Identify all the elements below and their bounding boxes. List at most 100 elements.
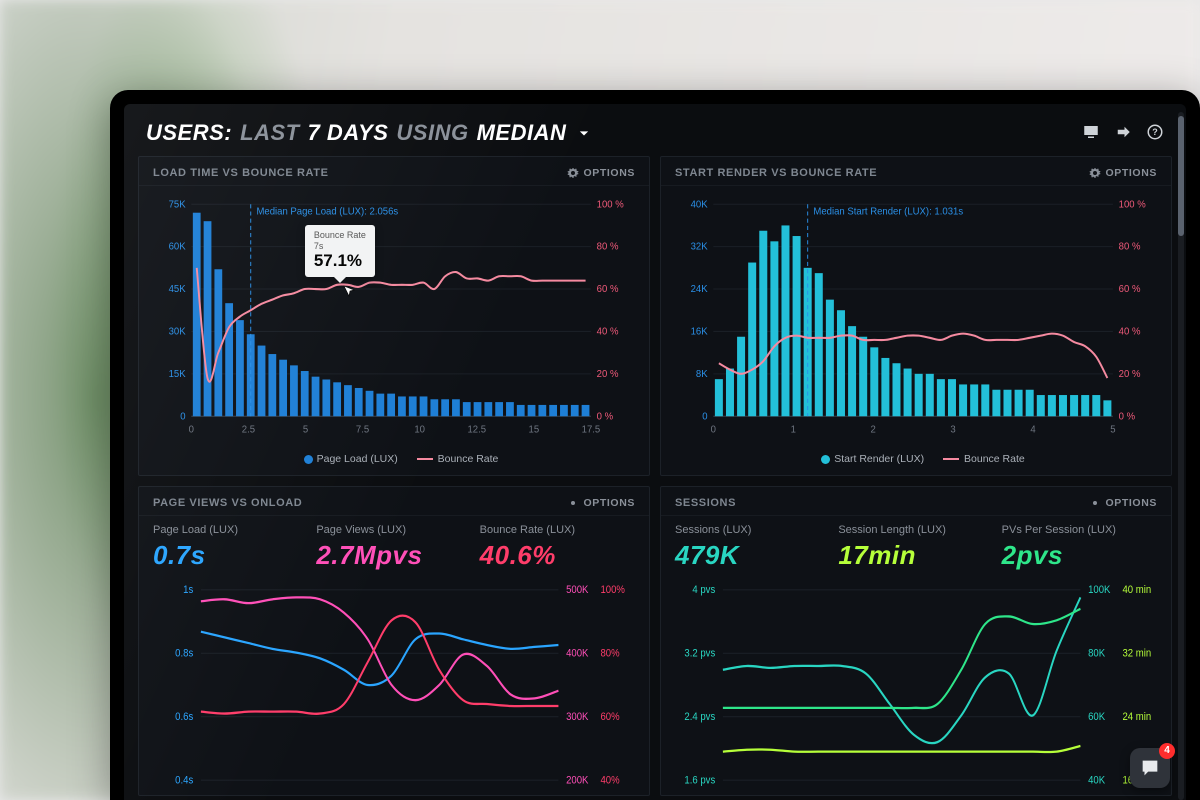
scrollbar-thumb[interactable]: [1178, 116, 1184, 236]
panel-title: SESSIONS: [675, 497, 736, 509]
metric-pvs-per-session[interactable]: PVs Per Session (LUX) 2pvs: [1002, 524, 1157, 571]
svg-text:0.6s: 0.6s: [175, 711, 193, 723]
svg-text:100%: 100%: [600, 585, 624, 597]
header-title-dropdown[interactable]: USERS: LAST 7 DAYS USING MEDIAN: [146, 120, 594, 146]
panel-title: PAGE VIEWS VS ONLOAD: [153, 497, 302, 509]
chart-area[interactable]: 1s0.8s0.6s0.4s500K400K300K200K100%80%60%…: [139, 573, 649, 795]
svg-text:32 min: 32 min: [1122, 648, 1151, 660]
svg-text:100K: 100K: [1088, 585, 1110, 597]
legend-bar-label: Page Load (LUX): [317, 453, 398, 465]
header-suffix: MEDIAN: [477, 120, 567, 146]
svg-text:40 min: 40 min: [1122, 585, 1151, 597]
help-icon[interactable]: ?: [1146, 123, 1164, 144]
legend-line-label: Bounce Rate: [964, 453, 1025, 465]
metric-value: 17min: [838, 540, 993, 571]
svg-text:2: 2: [871, 424, 877, 435]
chat-widget[interactable]: 4: [1130, 748, 1170, 788]
svg-text:16K: 16K: [691, 326, 708, 337]
svg-text:15: 15: [529, 424, 540, 435]
gear-icon: [1089, 497, 1101, 509]
options-button[interactable]: OPTIONS: [567, 167, 635, 179]
svg-text:5: 5: [303, 424, 309, 435]
panel-title: START RENDER VS BOUNCE RATE: [675, 167, 877, 179]
svg-text:8K: 8K: [696, 369, 708, 380]
legend-line-label: Bounce Rate: [438, 453, 499, 465]
svg-text:100 %: 100 %: [597, 199, 624, 210]
legend-bar-label: Start Render (LUX): [834, 453, 924, 465]
options-label: OPTIONS: [584, 167, 635, 179]
svg-text:40 %: 40 %: [1119, 326, 1141, 337]
svg-text:0: 0: [711, 424, 717, 435]
svg-text:60K: 60K: [1088, 711, 1105, 723]
svg-text:Median Start Render (LUX): 1.0: Median Start Render (LUX): 1.031s: [813, 206, 963, 217]
gear-icon: [1089, 167, 1101, 179]
options-button[interactable]: OPTIONS: [1089, 497, 1157, 509]
svg-text:0: 0: [180, 411, 186, 422]
svg-text:400K: 400K: [566, 648, 588, 660]
chart-area[interactable]: 4 pvs3.2 pvs2.4 pvs1.6 pvs100K80K60K40K4…: [661, 573, 1171, 795]
svg-text:0.4s: 0.4s: [175, 775, 193, 787]
svg-text:300K: 300K: [566, 711, 588, 723]
metric-value: 479K: [675, 540, 830, 571]
metric-label: Page Load (LUX): [153, 524, 308, 536]
chart-area[interactable]: 015K30K45K60K75K0 %20 %40 %60 %80 %100 %…: [139, 186, 649, 451]
tooltip-title: Bounce Rate: [314, 230, 366, 240]
header-prefix: USERS:: [146, 120, 232, 146]
svg-text:10: 10: [414, 424, 425, 435]
svg-text:17.5: 17.5: [582, 424, 601, 435]
display-icon[interactable]: [1082, 123, 1100, 144]
svg-text:75K: 75K: [169, 199, 186, 210]
pv-onload-chart: 1s0.8s0.6s0.4s500K400K300K200K100%80%60%…: [155, 583, 633, 787]
chat-badge: 4: [1159, 743, 1175, 759]
svg-text:32K: 32K: [691, 241, 708, 252]
svg-text:80 %: 80 %: [1119, 241, 1141, 252]
svg-text:2.4 pvs: 2.4 pvs: [684, 711, 715, 723]
svg-text:40 %: 40 %: [597, 326, 619, 337]
panel-render-vs-bounce: START RENDER VS BOUNCE RATE OPTIONS 0 8K 1…: [660, 156, 1172, 476]
header-dim2: USING: [396, 120, 468, 146]
svg-text:24 min: 24 min: [1122, 711, 1151, 723]
svg-text:1.6 pvs: 1.6 pvs: [684, 775, 715, 787]
svg-text:0 %: 0 %: [597, 411, 614, 422]
svg-text:3.2 pvs: 3.2 pvs: [684, 648, 715, 660]
options-label: OPTIONS: [584, 497, 635, 509]
scrollbar[interactable]: [1178, 112, 1184, 800]
metric-page-load[interactable]: Page Load (LUX) 0.7s: [153, 524, 308, 571]
svg-text:0: 0: [702, 411, 708, 422]
chart-area[interactable]: 08K16K24K32K40K0 %20 %40 %60 %80 %100 %0…: [661, 186, 1171, 451]
options-button[interactable]: OPTIONS: [1089, 167, 1157, 179]
metric-sessions[interactable]: Sessions (LUX) 479K: [675, 524, 830, 571]
panel-pageviews-onload: PAGE VIEWS VS ONLOAD OPTIONS Page Load (…: [138, 486, 650, 796]
options-label: OPTIONS: [1106, 497, 1157, 509]
share-icon[interactable]: [1114, 123, 1132, 144]
svg-text:1s: 1s: [183, 585, 193, 597]
svg-text:30K: 30K: [169, 326, 186, 337]
panel-sessions: SESSIONS OPTIONS Sessions (LUX) 479K Ses…: [660, 486, 1172, 796]
svg-text:1: 1: [791, 424, 797, 435]
header-dim1: LAST: [240, 120, 299, 146]
chart-legend: Start Render (LUX) Bounce Rate: [661, 451, 1171, 475]
metric-value: 40.6%: [480, 540, 635, 571]
svg-text:0 %: 0 %: [1119, 411, 1136, 422]
metric-page-views[interactable]: Page Views (LUX) 2.7Mpvs: [316, 524, 471, 571]
metric-value: 2pvs: [1002, 540, 1157, 571]
svg-text:45K: 45K: [169, 284, 186, 295]
svg-text:80K: 80K: [1088, 648, 1105, 660]
svg-text:60%: 60%: [600, 711, 619, 723]
metric-label: Sessions (LUX): [675, 524, 830, 536]
metric-label: Session Length (LUX): [838, 524, 993, 536]
sessions-chart: 4 pvs3.2 pvs2.4 pvs1.6 pvs100K80K60K40K4…: [677, 583, 1155, 787]
metric-session-length[interactable]: Session Length (LUX) 17min: [838, 524, 993, 571]
svg-text:60 %: 60 %: [1119, 284, 1141, 295]
chart-legend: Page Load (LUX) Bounce Rate: [139, 451, 649, 475]
metric-bounce-rate[interactable]: Bounce Rate (LUX) 40.6%: [480, 524, 635, 571]
chat-icon: [1139, 757, 1161, 779]
svg-text:0: 0: [189, 424, 195, 435]
header-range: 7 DAYS: [308, 120, 389, 146]
svg-text:60K: 60K: [169, 241, 186, 252]
laptop-bezel: USERS: LAST 7 DAYS USING MEDIAN ? LOAD T…: [110, 90, 1200, 800]
options-button[interactable]: OPTIONS: [567, 497, 635, 509]
panel-grid: LOAD TIME VS BOUNCE RATE OPTIONS 015K30K…: [124, 156, 1186, 796]
svg-text:?: ?: [1152, 127, 1158, 137]
svg-text:80 %: 80 %: [597, 241, 619, 252]
